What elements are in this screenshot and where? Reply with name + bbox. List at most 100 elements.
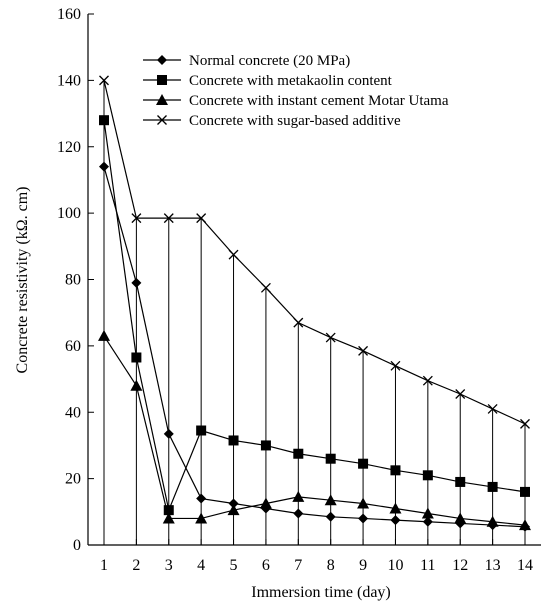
legend-marker-diamond	[157, 55, 167, 65]
data-point-diamond	[163, 428, 174, 439]
data-point-x	[487, 403, 498, 414]
data-point-diamond	[131, 277, 142, 288]
series-line-triangle	[103, 335, 526, 526]
y-tick-label: 140	[57, 72, 81, 89]
x-tick-label: 9	[359, 557, 367, 574]
x-tick-label: 1	[100, 557, 108, 574]
legend-marker-square	[157, 75, 167, 85]
x-marker-stroke	[455, 389, 466, 399]
data-point-x	[390, 360, 401, 371]
data-point-x	[260, 282, 271, 293]
legend-marker-triangle	[156, 94, 168, 105]
legend-marker-x	[157, 115, 167, 125]
data-point-square	[455, 476, 466, 487]
series-line-x	[103, 80, 526, 425]
data-point-x	[455, 389, 466, 399]
data-point-square	[422, 470, 433, 481]
y-tick-label: 0	[73, 537, 81, 554]
data-point-diamond	[325, 511, 336, 522]
x-marker-stroke	[325, 332, 336, 343]
data-point-square	[196, 425, 207, 436]
data-point-square	[293, 448, 304, 459]
legend-label: Concrete with instant cement Motar Utama	[189, 93, 449, 109]
x-marker-stroke	[157, 115, 167, 125]
x-tick-label: 4	[197, 557, 205, 574]
y-tick-label: 120	[57, 139, 81, 156]
y-tick-label: 60	[65, 338, 81, 355]
y-tick-label: 80	[65, 272, 81, 289]
data-point-triangle	[227, 504, 240, 516]
x-tick-label: 6	[262, 557, 270, 574]
data-point-diamond	[196, 493, 207, 504]
x-tick-label: 8	[327, 557, 335, 574]
x-marker-stroke	[260, 282, 271, 293]
data-point-square	[390, 465, 401, 476]
legend-label: Concrete with sugar-based additive	[189, 113, 401, 129]
x-marker-stroke	[390, 360, 401, 371]
data-point-diamond	[358, 513, 369, 524]
x-marker-stroke	[293, 317, 304, 328]
data-point-square	[325, 453, 336, 464]
data-point-square	[228, 435, 239, 446]
data-point-x	[228, 249, 239, 260]
data-point-x	[163, 213, 174, 224]
x-marker-stroke	[487, 403, 498, 414]
x-marker-stroke	[99, 75, 109, 86]
data-point-square	[131, 352, 142, 363]
data-point-triangle	[324, 494, 337, 506]
x-tick-label: 14	[517, 557, 533, 574]
data-point-square	[99, 115, 109, 126]
x-tick-label: 12	[452, 557, 468, 574]
data-point-diamond	[293, 508, 304, 519]
data-point-square	[358, 458, 369, 469]
data-point-triangle	[486, 515, 499, 527]
series-lines	[103, 80, 526, 528]
series-line-square	[103, 120, 526, 513]
x-marker-stroke	[358, 345, 369, 356]
data-point-triangle	[519, 519, 531, 531]
data-point-triangle	[292, 490, 305, 502]
y-tick-label: 40	[65, 404, 81, 421]
data-point-triangle	[195, 512, 208, 524]
x-tick-label: 7	[294, 557, 302, 574]
data-point-square	[520, 486, 530, 497]
y-tick-label: 160	[57, 6, 81, 23]
data-point-square	[163, 505, 174, 516]
y-tick-label: 20	[65, 471, 81, 488]
data-point-diamond	[390, 515, 401, 526]
data-point-x	[422, 375, 433, 386]
y-axis-title: Concrete resistivity (kΩ. cm)	[14, 187, 31, 374]
data-point-triangle	[130, 379, 143, 391]
x-tick-label: 10	[387, 557, 403, 574]
legend-label: Normal concrete (20 MPa)	[189, 53, 350, 69]
data-point-triangle	[98, 329, 110, 341]
legend: Normal concrete (20 MPa) Concrete with me…	[143, 53, 449, 129]
data-point-triangle	[162, 512, 175, 524]
drop-lines	[103, 80, 526, 545]
x-tick-label: 5	[230, 557, 238, 574]
x-axis-title: Immersion time (day)	[251, 584, 391, 601]
data-point-triangle	[421, 507, 434, 519]
data-point-x	[131, 213, 142, 224]
x-marker-stroke	[131, 213, 142, 224]
data-point-square	[260, 440, 271, 451]
data-point-x	[325, 332, 336, 343]
x-tick-label: 13	[485, 557, 501, 574]
x-marker-stroke	[422, 375, 433, 386]
series-markers	[98, 75, 531, 532]
data-point-x	[520, 418, 530, 429]
data-point-x	[99, 75, 109, 86]
x-tick-label: 2	[132, 557, 140, 574]
data-point-triangle	[259, 497, 272, 509]
data-point-square	[487, 481, 498, 492]
data-point-triangle	[357, 497, 370, 509]
x-marker-stroke	[228, 249, 239, 260]
legend-label: Concrete with metakaolin content	[189, 73, 393, 89]
data-point-triangle	[454, 512, 467, 524]
data-point-diamond	[99, 161, 109, 172]
x-marker-stroke	[196, 213, 207, 224]
data-point-diamond	[422, 516, 433, 527]
x-marker-stroke	[163, 213, 174, 224]
